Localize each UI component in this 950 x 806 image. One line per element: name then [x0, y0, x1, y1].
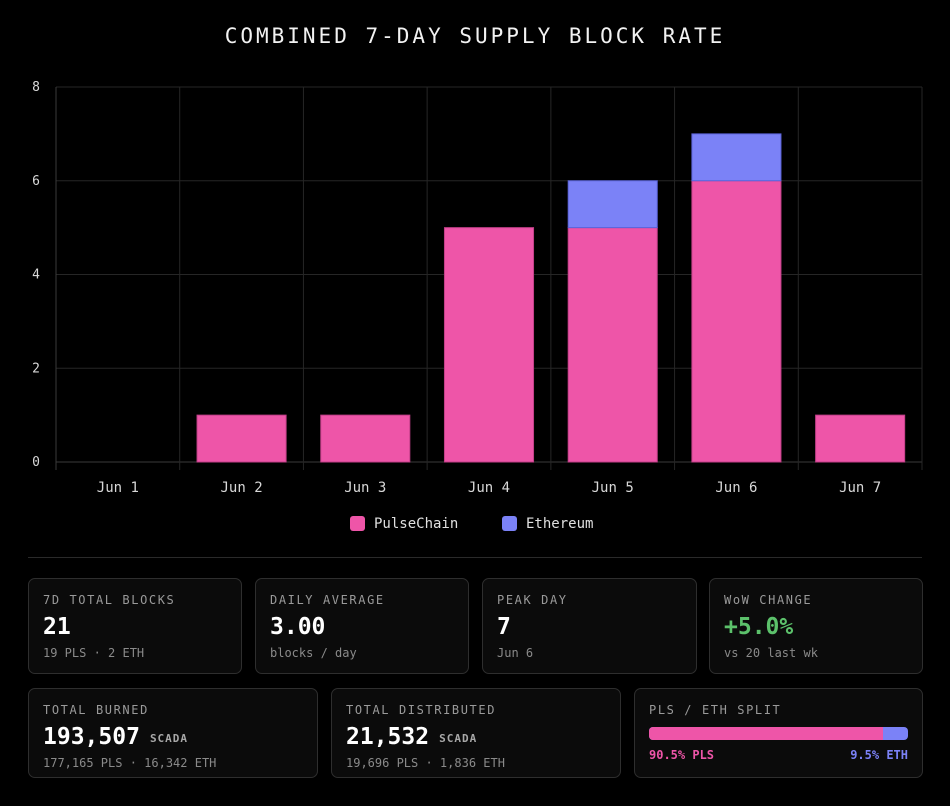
bar-pulsechain — [320, 414, 411, 463]
stat-card-wow-change: WoW CHANGE +5.0% vs 20 last wk — [709, 578, 923, 674]
bar-pulsechain — [567, 227, 658, 463]
section-divider — [28, 557, 922, 558]
bar-pulsechain — [815, 414, 906, 463]
y-tick-label: 2 — [32, 361, 40, 376]
stat-number: 193,507 — [43, 724, 140, 750]
x-tick-label: Jun 5 — [592, 480, 634, 496]
legend-label: Ethereum — [526, 516, 593, 532]
stat-subtext: 177,165 PLS · 16,342 ETH — [43, 756, 217, 770]
stat-subtext: Jun 6 — [497, 646, 534, 660]
x-tick-label: Jun 7 — [839, 480, 881, 496]
stat-value: +5.0% — [724, 614, 794, 640]
stat-value: 3.00 — [270, 614, 326, 640]
stat-number: 21,532 — [346, 724, 430, 750]
stat-value: 7 — [497, 614, 511, 640]
x-tick-label: Jun 6 — [715, 480, 757, 496]
stat-subtext: 19 PLS · 2 ETH — [43, 646, 145, 660]
x-tick-label: Jun 3 — [344, 480, 386, 496]
chart-grid — [55, 86, 923, 470]
stat-value: 21 — [43, 614, 71, 640]
stat-card-total-burned: TOTAL BURNED 193,507 SCADA 177,165 PLS · … — [28, 688, 318, 778]
chart-title: COMBINED 7-DAY SUPPLY BLOCK RATE — [224, 24, 726, 48]
chart-legend: PulseChain Ethereum — [350, 516, 593, 532]
stat-label: TOTAL DISTRIBUTED — [346, 703, 497, 717]
chart-bars — [196, 133, 906, 463]
stat-label: PLS / ETH SPLIT — [649, 703, 782, 717]
split-pls-label: 90.5% PLS — [649, 748, 715, 762]
x-tick-label: Jun 1 — [97, 480, 139, 496]
stat-label: TOTAL BURNED — [43, 703, 149, 717]
stacked-bar-chart: 0 2 4 6 8 Jun 1 Jun 2 Jun 3 Jun 4 Jun 5 Jun 6 Jun 7… — [32, 80, 923, 532]
split-bar — [649, 727, 908, 740]
bar-pulsechain — [196, 414, 287, 463]
stat-subtext: blocks / day — [270, 646, 357, 660]
stat-label: DAILY AVERAGE — [270, 593, 385, 607]
stat-subtext: vs 20 last wk — [724, 646, 818, 660]
x-tick-label: Jun 4 — [468, 480, 510, 496]
legend-label: PulseChain — [374, 516, 458, 532]
stat-card-total-blocks: 7D TOTAL BLOCKS 21 19 PLS · 2 ETH — [28, 578, 242, 674]
stat-card-total-distributed: TOTAL DISTRIBUTED 21,532 SCADA 19,696 PLS… — [331, 688, 621, 778]
bar-pulsechain — [691, 180, 782, 463]
split-labels: 90.5% PLS 9.5% ETH — [649, 748, 908, 762]
y-tick-label: 0 — [32, 455, 40, 470]
stat-unit: SCADA — [149, 732, 189, 745]
split-eth-label: 9.5% ETH — [850, 748, 908, 762]
bar-ethereum — [691, 133, 782, 182]
y-tick-label: 8 — [32, 80, 40, 95]
stat-value: 193,507 SCADA — [43, 723, 303, 751]
bar-ethereum — [567, 180, 658, 229]
stat-card-peak-day: PEAK DAY 7 Jun 6 — [482, 578, 697, 674]
chart-axes: 0 2 4 6 8 Jun 1 Jun 2 Jun 3 Jun 4 Jun 5 Jun 6 Jun 7 — [32, 80, 881, 496]
y-tick-label: 4 — [32, 268, 40, 283]
stat-card-split: PLS / ETH SPLIT 90.5% PLS 9.5% ETH — [634, 688, 923, 778]
x-tick-label: Jun 2 — [220, 480, 262, 496]
stat-subtext: 19,696 PLS · 1,836 ETH — [346, 756, 505, 770]
bar-pulsechain — [443, 227, 535, 463]
stat-label: WoW CHANGE — [724, 593, 813, 607]
legend-swatch — [350, 516, 365, 531]
legend-swatch — [502, 516, 517, 531]
stat-label: 7D TOTAL BLOCKS — [43, 593, 176, 607]
stat-label: PEAK DAY — [497, 593, 568, 607]
y-tick-label: 6 — [32, 174, 40, 189]
stat-card-daily-average: DAILY AVERAGE 3.00 blocks / day — [255, 578, 469, 674]
stat-unit: SCADA — [439, 732, 478, 745]
stat-value: 21,532 SCADA — [346, 723, 606, 751]
split-bar-pls-fill — [649, 727, 884, 740]
